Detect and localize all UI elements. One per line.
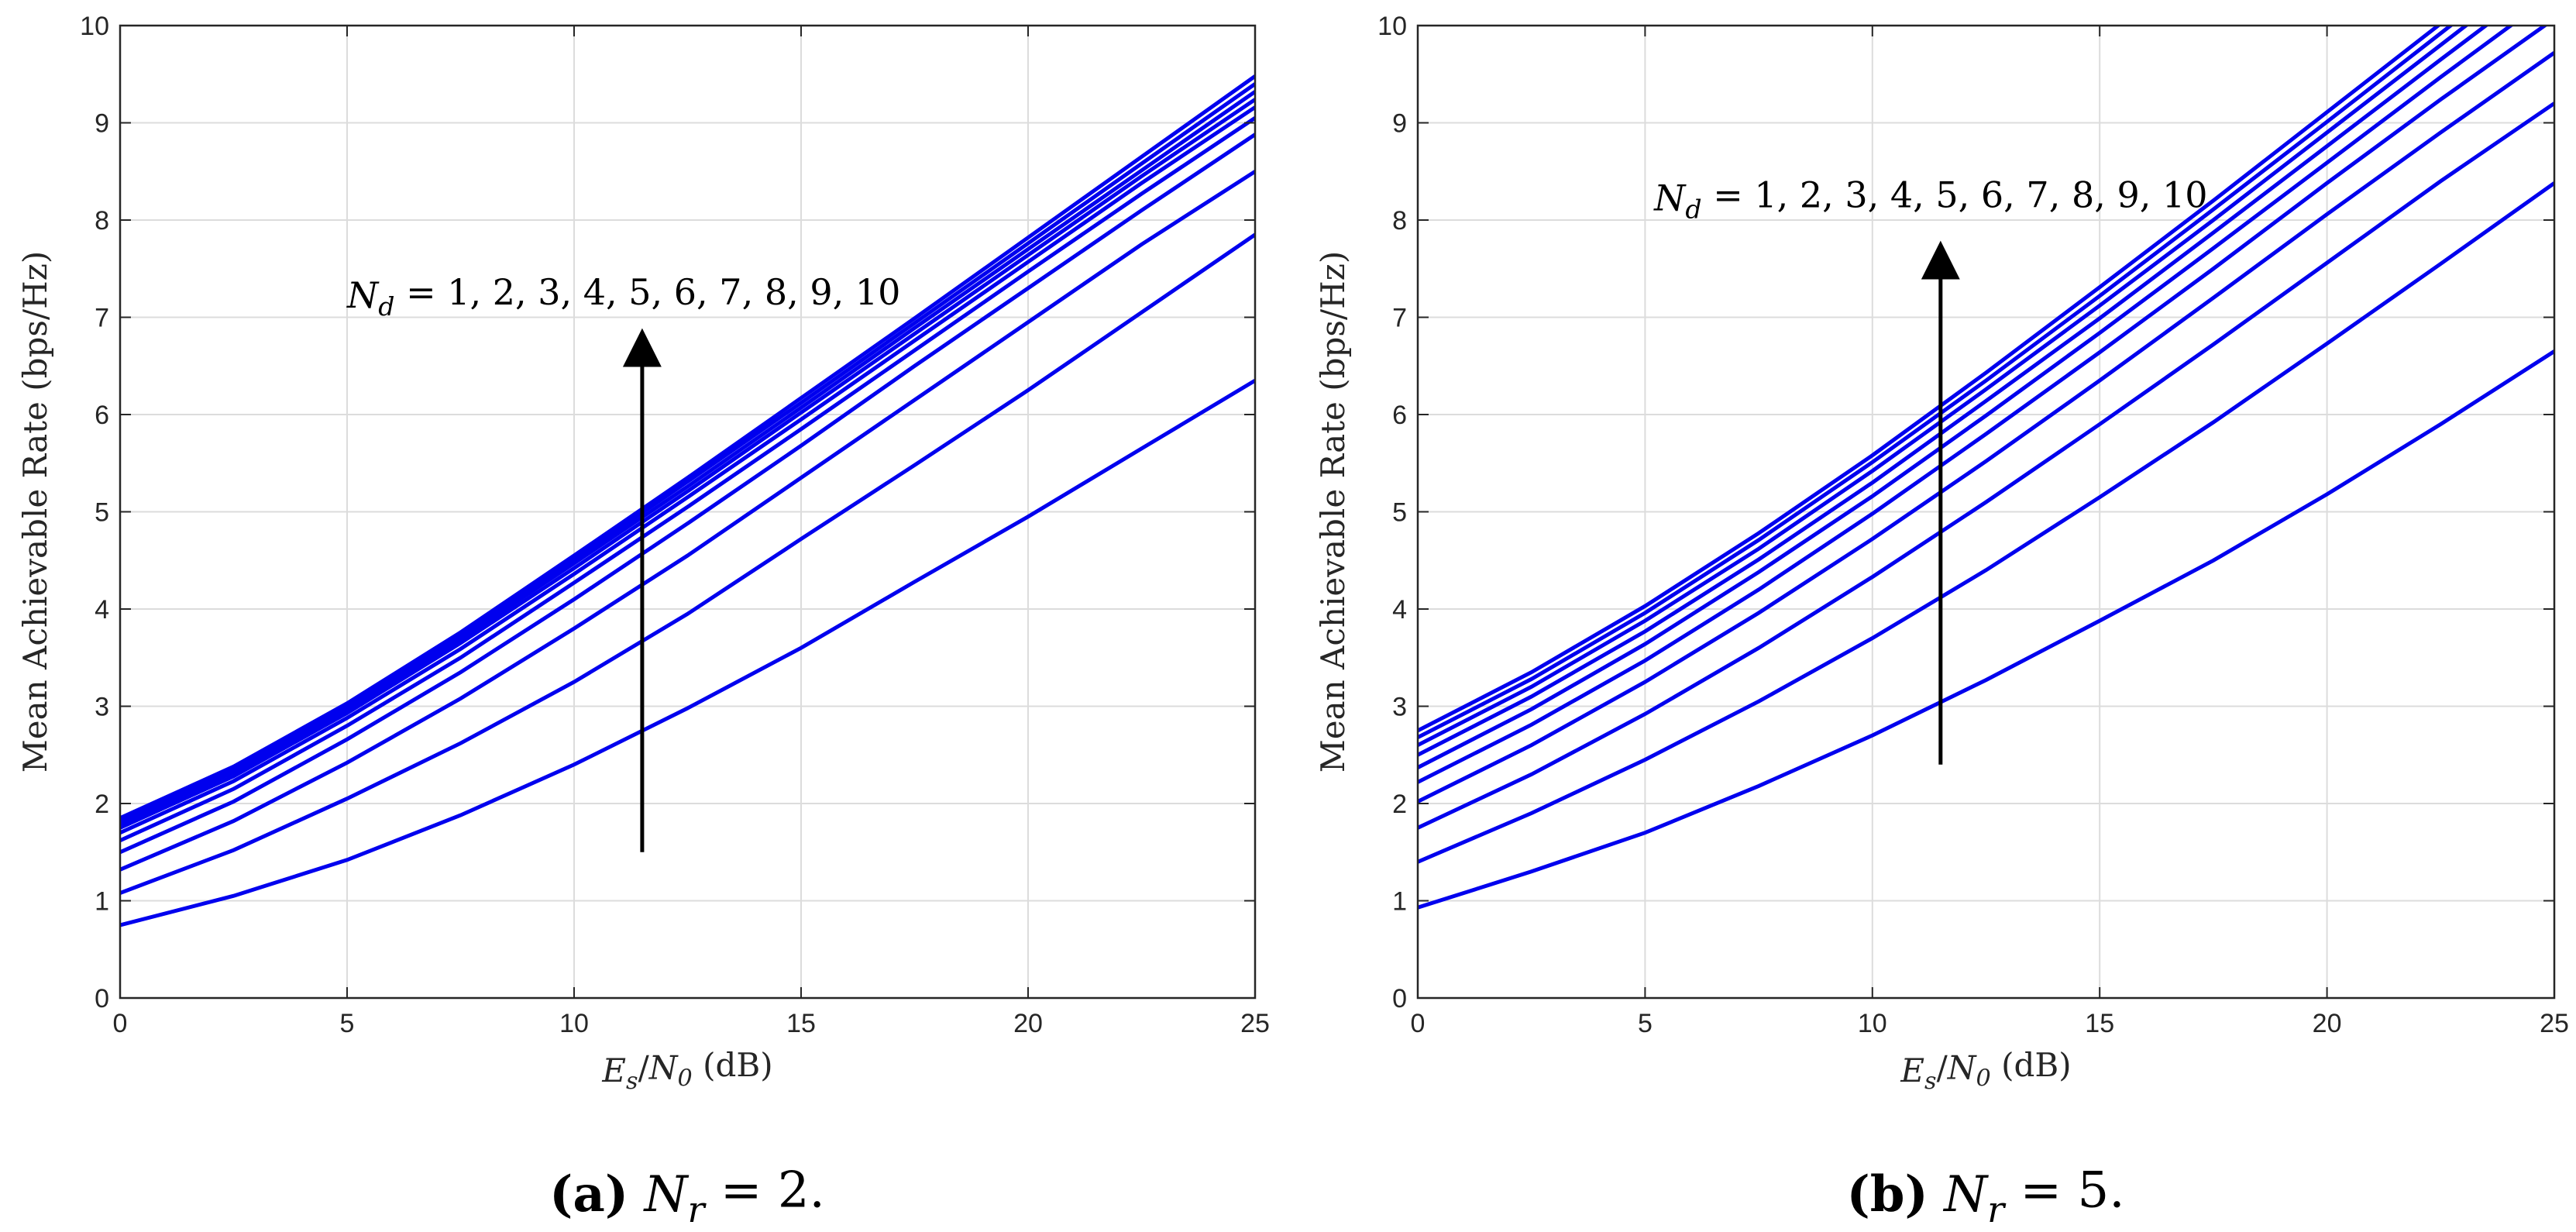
y-tick-label: 1 [95,887,109,917]
x-tick-label: 15 [786,1009,816,1038]
series-line-nd-4 [120,132,1255,855]
x-axis-label: Es/N0 (dB) [1900,1046,2071,1095]
y-tick-label: 9 [1392,109,1407,139]
y-tick-label: 3 [95,693,109,722]
panel-b: 0 5 10 15 20 25 0 1 2 3 4 5 6 7 8 9 10 Es/N0 (dB) Mean Ach… [1314,12,2569,1230]
series-line-nd-6 [120,105,1255,835]
caption-label: (a) [549,1165,628,1223]
y-tick-label: 4 [1392,595,1407,625]
y-axis-label: Mean Achievable Rate (bps/Hz) [1314,251,1352,773]
series-line-nd-1 [1418,349,2554,910]
series-group [1418,26,2554,910]
series-line-nd-9 [1418,26,2454,739]
series-line-nd-8 [1418,26,2470,747]
x-tick-label: 20 [2313,1009,2342,1038]
series-line-nd-8 [120,90,1255,826]
series-line-nd-10 [1418,26,2442,733]
x-tick-label: 20 [1013,1009,1043,1038]
x-tick-label: 5 [1638,1009,1653,1038]
x-tick-label: 25 [2540,1009,2569,1038]
series-line-nd-9 [120,82,1255,823]
x-tick-label: 25 [1240,1009,1270,1038]
y-tick-label: 6 [1392,401,1407,430]
y-tick-label: 8 [95,206,109,236]
y-tick-label: 9 [95,109,109,139]
panel-caption: (b) Nr = 5. [1846,1162,2124,1230]
x-tick-label: 10 [1858,1009,1887,1038]
y-tick-label: 5 [1392,498,1407,528]
series-line-nd-3 [120,170,1255,872]
annotation-label: Nd = 1, 2, 3, 4, 5, 6, 7, 8, 9, 10 [346,271,900,322]
x-tick-label: 10 [559,1009,589,1038]
series-line-nd-6 [1418,26,2514,769]
y-tick-label: 0 [1392,984,1407,1013]
series-line-nd-5 [1418,26,2548,784]
x-tick-label: 5 [340,1009,355,1038]
x-tick-label: 0 [1411,1009,1426,1038]
y-tick-label: 7 [1392,304,1407,333]
series-line-nd-10 [120,74,1255,821]
series-line-nd-7 [1418,26,2489,757]
x-axis-label: Es/N0 (dB) [601,1046,772,1095]
caption-label: (b) [1846,1165,1928,1223]
series-group [120,74,1255,927]
y-tick-label: 7 [95,304,109,333]
y-tick-label: 2 [1392,790,1407,819]
y-tick-label: 10 [1377,12,1407,41]
y-tick-label: 8 [1392,206,1407,236]
y-tick-label: 1 [1392,887,1407,917]
series-line-nd-7 [120,98,1255,830]
panel-a: 0 5 10 15 20 25 0 1 2 3 4 5 6 7 8 9 10 Es/N0 (dB) Mean Ach… [16,12,1270,1230]
series-line-nd-3 [1418,102,2554,830]
series-line-nd-5 [120,116,1255,842]
series-line-nd-2 [1418,181,2554,864]
y-tick-label: 4 [95,595,109,625]
series-line-nd-4 [1418,51,2554,804]
series-line-nd-1 [120,378,1255,927]
annotation-label: Nd = 1, 2, 3, 4, 5, 6, 7, 8, 9, 10 [1653,174,2207,225]
y-tick-label: 5 [95,498,109,528]
y-tick-label: 10 [80,12,109,41]
x-tick-label: 15 [2085,1009,2114,1038]
panel-caption: (a) Nr = 2. [549,1162,825,1230]
y-tick-label: 6 [95,401,109,430]
x-tick-label: 0 [113,1009,128,1038]
y-axis-label: Mean Achievable Rate (bps/Hz) [16,251,54,773]
y-tick-label: 0 [95,984,109,1013]
y-tick-label: 2 [95,790,109,819]
y-tick-label: 3 [1392,693,1407,722]
series-line-nd-2 [120,232,1255,895]
